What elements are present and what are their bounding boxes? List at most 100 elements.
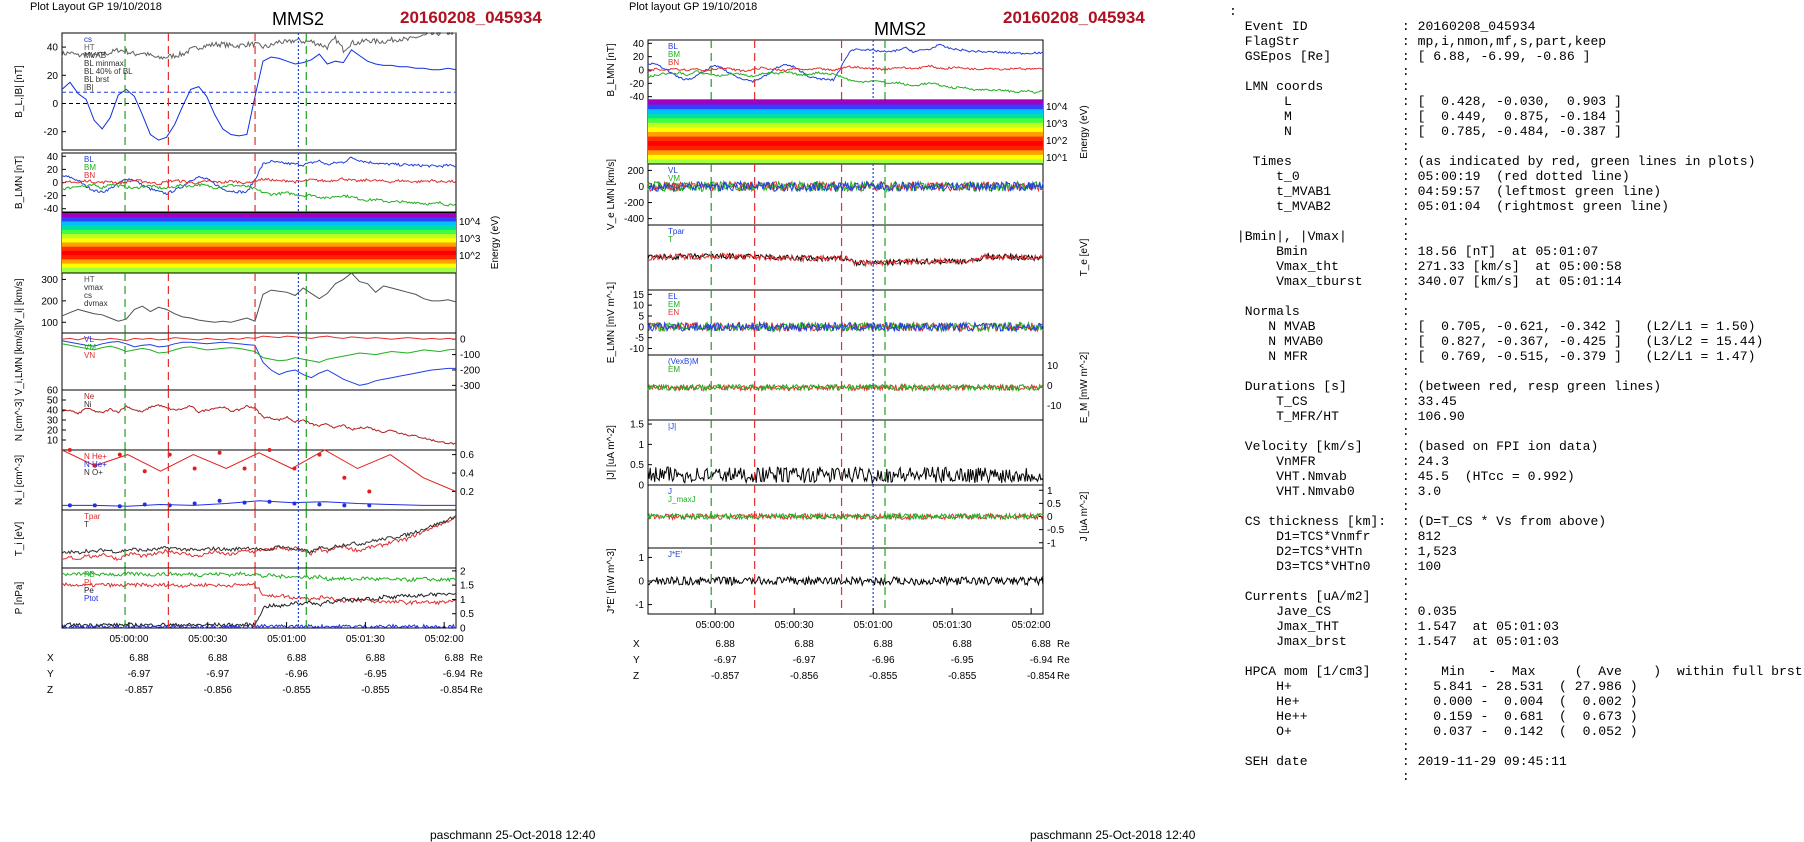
pos-unit: Re — [470, 669, 483, 680]
legend-entry: EN — [668, 308, 679, 317]
series-line — [647, 575, 1044, 587]
y-tick-label: 1 — [1047, 486, 1053, 497]
pos-unit: Re — [1057, 671, 1070, 682]
y-tick-label: 20 — [633, 52, 645, 63]
y-tick-label: -40 — [44, 204, 59, 215]
y-tick-label: 0 — [460, 335, 466, 346]
legend-entry: N He+ — [84, 460, 107, 469]
summary-line: : — [1229, 649, 1410, 664]
series-line — [61, 581, 457, 606]
ion-energy-spectrogram — [62, 213, 456, 273]
y-tick-label: -20 — [44, 191, 59, 202]
legend-entry: BL — [84, 155, 94, 164]
pos-label: Z — [47, 685, 53, 696]
summary-line: t_MVAB2 : 05:01:04 (rightmost green line… — [1229, 199, 1670, 214]
y-tick-label: 10^3 — [459, 234, 481, 245]
series-line — [61, 571, 457, 583]
y-axis-label: B_L,|B| [nT] — [14, 65, 25, 118]
legend-entry: EL — [668, 292, 678, 301]
y-tick-label: -1 — [1047, 538, 1056, 549]
data-point — [217, 498, 222, 503]
data-point — [242, 500, 247, 505]
spectrogram-band — [648, 136, 1043, 142]
pos-value: -6.96 — [285, 669, 308, 680]
y-tick-label: 5 — [638, 312, 644, 323]
data-point — [67, 503, 72, 508]
legend-entry: EM — [668, 365, 680, 374]
y-axis-label: B_LMN [nT] — [14, 156, 25, 210]
legend-entry: J_maxJ — [668, 495, 696, 504]
legend-entry: BM — [84, 163, 96, 172]
series-line — [647, 252, 1044, 268]
spectrogram-band — [648, 122, 1043, 128]
pos-value: 6.88 — [715, 639, 735, 650]
series-line — [647, 43, 1044, 84]
pos-value: 6.88 — [444, 653, 464, 664]
y-axis-label: T_i [eV] — [14, 522, 25, 557]
pos-value: -0.855 — [869, 671, 898, 682]
legend-entry: J — [668, 487, 672, 496]
x-tick-label: 05:01:30 — [346, 634, 385, 645]
spectrogram-band — [648, 159, 1043, 165]
y-axis-label: E_LMN [mV m^-1] — [606, 282, 617, 364]
left-event-id: 20160208_045934 — [400, 8, 542, 27]
pos-value: -6.94 — [443, 669, 466, 680]
x-tick-label: 05:01:00 — [267, 634, 306, 645]
y-tick-label: 200 — [627, 166, 644, 177]
data-point — [192, 466, 197, 471]
y-tick-label: -5 — [635, 333, 644, 344]
series-line — [647, 252, 1043, 268]
legend-entry: Ptot — [84, 594, 99, 603]
summary-line: FlagStr : mp,i,nmon,mf,s,part,keep — [1229, 34, 1607, 49]
summary-line: : — [1229, 499, 1410, 514]
y-tick-label: 1 — [638, 440, 644, 451]
y-tick-label: -40 — [630, 92, 645, 103]
pos-value: 6.88 — [1031, 639, 1051, 650]
summary-line: N : [ 0.785, -0.484, -0.387 ] — [1229, 124, 1622, 139]
x-tick-label: 05:00:00 — [110, 634, 149, 645]
y-axis-label: |V_i| [km/s] — [14, 278, 25, 327]
pos-value: 6.88 — [208, 653, 228, 664]
spectrogram-band — [648, 104, 1043, 110]
summary-line: Vmax_tburst : 340.07 [km/s] at 05:01:14 — [1229, 274, 1622, 289]
y-tick-label: -200 — [460, 365, 480, 376]
spectrogram-band — [62, 225, 456, 231]
y-tick-label: 40 — [47, 43, 59, 54]
data-point — [342, 475, 347, 480]
series-line — [647, 382, 1044, 393]
pos-value: -0.855 — [361, 685, 390, 696]
y-axis-label: |J| [uA m^-2] — [606, 425, 617, 480]
y-tick-label: 10^3 — [1046, 119, 1068, 130]
y-tick-label: 10^1 — [1046, 153, 1068, 164]
summary-line: He+ : 0.000 - 0.004 ( 0.002 ) — [1229, 694, 1638, 709]
summary-line: : — [1229, 289, 1410, 304]
x-tick-label: 05:01:30 — [933, 620, 972, 631]
y-tick-label: -0.5 — [1047, 525, 1065, 536]
legend-entry: BL minmax — [84, 59, 124, 68]
series-line — [647, 180, 1044, 194]
summary-line: O+ : 0.037 - 0.142 ( 0.052 ) — [1229, 724, 1638, 739]
panel-frame — [61, 332, 457, 391]
legend-entry: T — [84, 520, 89, 529]
series-line — [61, 340, 456, 386]
pos-label: X — [47, 653, 54, 664]
panel-frame — [61, 32, 457, 151]
legend-entry: VM — [84, 343, 96, 352]
y-tick-label: 0 — [638, 481, 644, 492]
y-tick-label: -100 — [460, 350, 480, 361]
y-axis-label: J [uA m^-2] — [1079, 491, 1090, 541]
y-tick-label: 0 — [638, 322, 644, 333]
legend-entry: VL — [668, 166, 678, 175]
series-line — [647, 70, 1044, 94]
y-tick-label: 10 — [1047, 361, 1059, 372]
spectrogram-band — [62, 259, 456, 265]
pos-unit: Re — [470, 685, 483, 696]
pos-value: 6.88 — [366, 653, 386, 664]
pos-value: -0.857 — [711, 671, 740, 682]
summary-line: : — [1229, 64, 1410, 79]
middle-footer: paschmann 25-Oct-2018 12:40 — [1030, 828, 1196, 842]
summary-line: Jmax_THT : 1.547 at 05:01:03 — [1229, 619, 1560, 634]
summary-line: GSEpos [Re] : [ 6.88, -6.99, -0.86 ] — [1229, 49, 1591, 64]
series-line — [61, 32, 456, 60]
summary-line: VHT.Nmvab : 45.5 (HTcc = 0.992) — [1229, 469, 1575, 484]
